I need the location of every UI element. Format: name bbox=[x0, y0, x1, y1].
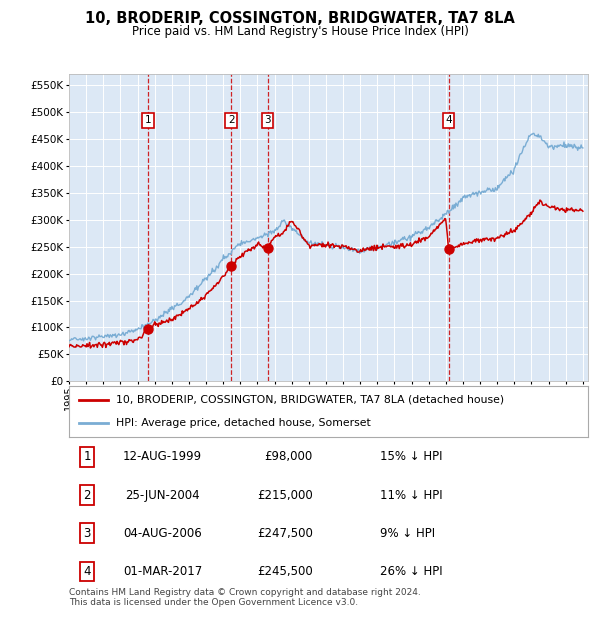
Text: 04-AUG-2006: 04-AUG-2006 bbox=[123, 527, 202, 539]
Text: 01-MAR-2017: 01-MAR-2017 bbox=[123, 565, 202, 578]
Text: 4: 4 bbox=[445, 115, 452, 125]
Text: This data is licensed under the Open Government Licence v3.0.: This data is licensed under the Open Gov… bbox=[69, 598, 358, 608]
Text: 26% ↓ HPI: 26% ↓ HPI bbox=[380, 565, 443, 578]
Text: 9% ↓ HPI: 9% ↓ HPI bbox=[380, 527, 436, 539]
Text: 10, BRODERIP, COSSINGTON, BRIDGWATER, TA7 8LA (detached house): 10, BRODERIP, COSSINGTON, BRIDGWATER, TA… bbox=[116, 395, 504, 405]
Text: £215,000: £215,000 bbox=[257, 489, 313, 502]
Text: 12-AUG-1999: 12-AUG-1999 bbox=[123, 451, 202, 463]
Text: 3: 3 bbox=[83, 527, 91, 539]
Text: 2: 2 bbox=[228, 115, 235, 125]
Text: Price paid vs. HM Land Registry's House Price Index (HPI): Price paid vs. HM Land Registry's House … bbox=[131, 25, 469, 38]
Text: 4: 4 bbox=[83, 565, 91, 578]
Text: Contains HM Land Registry data © Crown copyright and database right 2024.: Contains HM Land Registry data © Crown c… bbox=[69, 588, 421, 597]
Text: 11% ↓ HPI: 11% ↓ HPI bbox=[380, 489, 443, 502]
Text: HPI: Average price, detached house, Somerset: HPI: Average price, detached house, Some… bbox=[116, 418, 370, 428]
Text: 25-JUN-2004: 25-JUN-2004 bbox=[125, 489, 200, 502]
Text: £247,500: £247,500 bbox=[257, 527, 313, 539]
Text: £245,500: £245,500 bbox=[257, 565, 313, 578]
Text: 1: 1 bbox=[145, 115, 151, 125]
Text: 15% ↓ HPI: 15% ↓ HPI bbox=[380, 451, 443, 463]
Text: £98,000: £98,000 bbox=[265, 451, 313, 463]
Text: 10, BRODERIP, COSSINGTON, BRIDGWATER, TA7 8LA: 10, BRODERIP, COSSINGTON, BRIDGWATER, TA… bbox=[85, 11, 515, 26]
Text: 3: 3 bbox=[264, 115, 271, 125]
Text: 1: 1 bbox=[83, 451, 91, 463]
Text: 2: 2 bbox=[83, 489, 91, 502]
